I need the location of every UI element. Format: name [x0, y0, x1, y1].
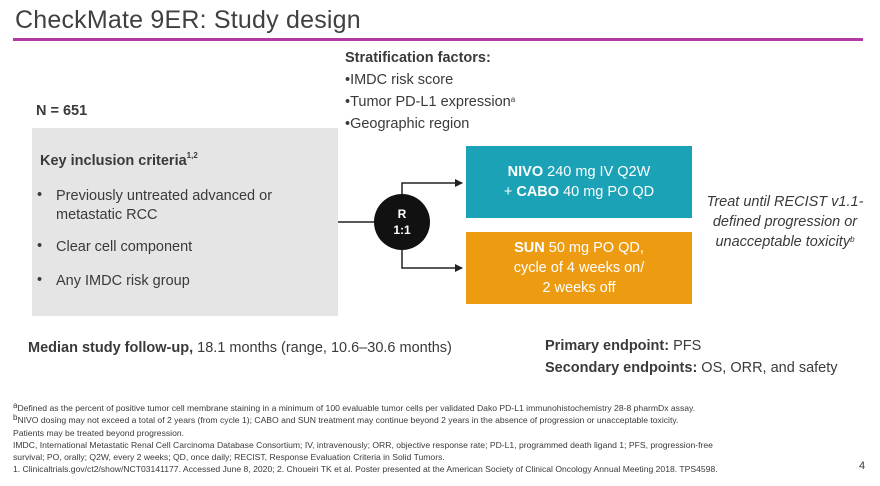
page-number: 4	[859, 460, 866, 472]
secondary-endpoints: Secondary endpoints: OS, ORR, and safety	[545, 360, 838, 376]
inclusion-criteria-heading: Key inclusion criteria1,2	[40, 151, 198, 169]
footnote: aDefined as the percent of positive tumo…	[13, 401, 696, 413]
footnote: bNIVO dosing may not exceed a total of 2…	[13, 413, 679, 426]
inclusion-criteria-box	[32, 128, 338, 316]
footnote-ref-a: a	[510, 95, 516, 104]
footnotes: aDefined as the percent of positive tumo…	[13, 401, 863, 476]
randomization-ratio: 1:1	[393, 223, 411, 237]
references: 1. Clinicaltrials.gov/ct2/show/NCT031411…	[13, 464, 718, 475]
randomization-circle	[374, 194, 430, 250]
stratification-item: •Geographic region	[345, 116, 470, 132]
treatment-duration: Treat until RECIST v1.1- defined progres…	[706, 194, 864, 250]
title-underline	[13, 38, 863, 41]
bullet-icon: •	[37, 272, 43, 288]
abbreviations: survival; PO, orally; Q2W, every 2 weeks…	[13, 452, 445, 463]
reference-sup: 1,2	[186, 151, 198, 160]
arrow-to-sunitinib	[401, 248, 463, 272]
stratification-item: •Tumor PD-L1 expressiona	[345, 94, 516, 110]
footnote-ref-b: b	[850, 235, 855, 244]
stratification-item: •IMDC risk score	[345, 72, 454, 88]
stratification-factors: Stratification factors: •IMDC risk score…	[345, 47, 515, 135]
abbreviations: IMDC, International Metastatic Renal Cel…	[13, 439, 713, 450]
bullet-icon: •	[37, 187, 43, 203]
bullet-icon: •	[37, 238, 43, 254]
primary-endpoint: Primary endpoint: PFS	[545, 338, 702, 354]
criterion-2: Clear cell component	[56, 239, 193, 255]
arrow-to-nivo-cabo	[401, 179, 463, 196]
arm-nivo-cabo: NIVO 240 mg IV Q2W + CABO 40 mg PO QD	[466, 146, 692, 218]
criterion-1: Previously untreated advanced or metasta…	[56, 188, 273, 223]
arm-sunitinib: SUN 50 mg PO QD, cycle of 4 weeks on/ 2 …	[466, 232, 692, 304]
slide-title: CheckMate 9ER: Study design	[15, 6, 361, 34]
sample-size: N = 651	[36, 103, 88, 119]
criterion-3: Any IMDC risk group	[56, 273, 190, 289]
median-follow-up: Median study follow-up, 18.1 months (ran…	[28, 340, 452, 356]
footnote: Patients may be treated beyond progressi…	[13, 427, 185, 438]
stratification-heading: Stratification factors:	[345, 50, 491, 66]
randomization-label: R	[398, 207, 407, 221]
